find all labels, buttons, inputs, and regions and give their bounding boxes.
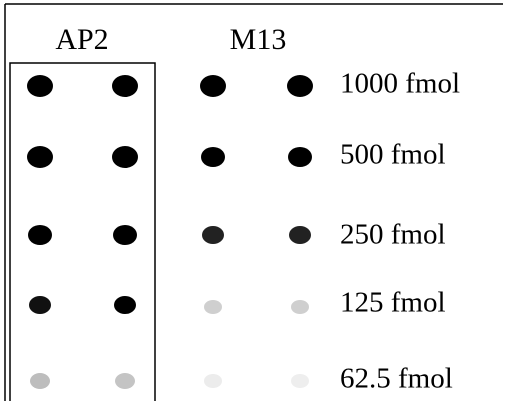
column-label: AP2 bbox=[55, 23, 108, 56]
row-label: 125 fmol bbox=[340, 287, 446, 319]
row-label: 250 fmol bbox=[340, 219, 446, 251]
dot bbox=[115, 373, 135, 389]
dot bbox=[291, 374, 309, 388]
dot bbox=[114, 296, 136, 314]
row-label: 500 fmol bbox=[340, 139, 446, 171]
dot bbox=[204, 374, 222, 388]
dot bbox=[204, 300, 222, 314]
background bbox=[0, 0, 507, 401]
column-label: M13 bbox=[230, 23, 287, 56]
dot bbox=[29, 296, 51, 314]
dot bbox=[200, 75, 226, 97]
row-label: 1000 fmol bbox=[340, 68, 460, 100]
dot bbox=[289, 226, 311, 244]
dot bbox=[287, 75, 313, 97]
dot bbox=[202, 226, 224, 244]
dot bbox=[288, 147, 312, 167]
dot bbox=[113, 225, 137, 245]
dot bbox=[30, 373, 50, 389]
blot-figure: AP2 M13 1000 fmol 500 fmol 250 fmol 125 … bbox=[0, 0, 507, 401]
dot bbox=[201, 147, 225, 167]
dot bbox=[112, 146, 138, 168]
dot bbox=[27, 146, 53, 168]
dot bbox=[28, 225, 52, 245]
dot bbox=[291, 300, 309, 314]
dot bbox=[112, 75, 138, 97]
dot bbox=[27, 75, 53, 97]
row-label: 62.5 fmol bbox=[340, 363, 453, 395]
